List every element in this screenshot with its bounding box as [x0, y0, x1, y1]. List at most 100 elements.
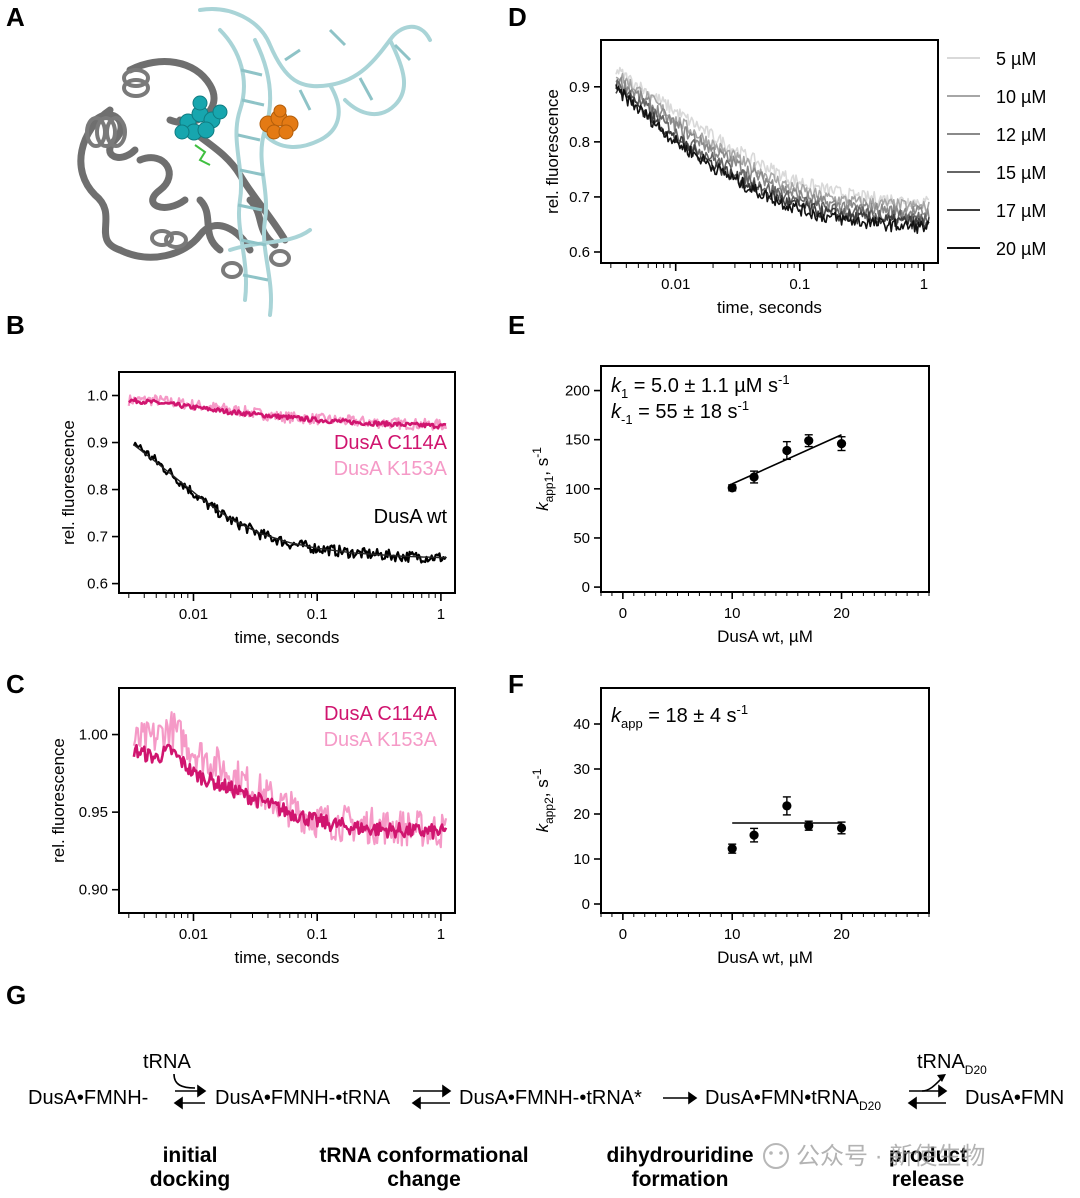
stage-4-line1: product	[889, 1144, 967, 1167]
ligand-green	[194, 144, 211, 166]
y-tick-label: 1.00	[79, 727, 108, 744]
panel-letter-a: A	[6, 2, 25, 32]
legend-label: 17 µM	[996, 201, 1046, 221]
y-tick-label: 0.7	[569, 189, 590, 206]
tRNA-in-arrow	[173, 1073, 196, 1089]
y-tick-label: 0.6	[87, 576, 108, 593]
x-tick-label: 1	[437, 606, 445, 623]
panel-letter-c: C	[6, 669, 25, 699]
x-tick-label: 1	[920, 276, 928, 293]
plot-frame	[600, 39, 939, 264]
y-tick-label: 0.9	[569, 79, 590, 96]
scheme-species-5: DusA•FMN	[965, 1087, 1064, 1109]
x-tick-label: 10	[724, 926, 741, 943]
y-tick-label: 0.95	[79, 804, 108, 821]
x-axis-label: DusA wt, µM	[717, 948, 813, 967]
plot-frame	[600, 365, 930, 593]
plot-frame	[118, 687, 456, 914]
fit-curve-wt	[133, 444, 447, 559]
data-point	[749, 830, 759, 840]
rate-annotation: k1 = 5.0 ± 1.1 µM s-1	[611, 372, 790, 401]
y-axis-label: kapp1, s-1	[530, 447, 556, 511]
chart-panel-d: 0.01 0.1 1 0.6 0.7 0.8 0.9 time, seconds rel. fl…	[543, 39, 1046, 317]
chart-panel-b: 0.01 0.1 1 0.6 0.7 0.8 0.9 1.0 time, seconds rel.…	[59, 371, 456, 647]
equilibrium-arrow-1	[173, 1084, 207, 1110]
x-axis-label: DusA wt, µM	[717, 627, 813, 646]
trace-12-mconcentration	[615, 76, 930, 219]
data-point	[782, 801, 792, 811]
x-tick-label: 0.01	[661, 276, 690, 293]
y-tick-label: 0.6	[569, 244, 590, 261]
species-4-subscript: D20	[859, 1099, 881, 1113]
scheme-tRNA-in: tRNA	[143, 1051, 191, 1073]
stage-2-line1: tRNA conformational	[319, 1144, 528, 1167]
scheme-tRNA-out: tRNAD20	[917, 1051, 987, 1077]
scheme-species-1: DusA•FMNH-	[28, 1087, 148, 1109]
x-tick-label: 0	[619, 605, 627, 622]
reaction-scheme: tRNA DusA•FMNH- DusA•FMNH-•tRNA DusA•FMN…	[28, 1051, 1064, 1191]
label-c114a: DusA C114A	[334, 432, 448, 454]
watermark: 公众号 · 新使生物	[763, 1143, 985, 1170]
trace-dusa-c114a	[128, 397, 447, 430]
y-tick-label: 20	[573, 806, 590, 823]
x-tick-label: 10	[724, 605, 741, 622]
label-wt: DusA wt	[374, 506, 448, 528]
rna-backbone	[198, 7, 432, 317]
y-tick-label: 0.90	[79, 882, 108, 899]
data-point	[782, 445, 792, 456]
tRNA-out-arrowhead	[937, 1074, 946, 1082]
label-k153a: DusA K153A	[334, 458, 448, 480]
y-tick-label: 0	[582, 579, 590, 596]
y-tick-label: 0.8	[87, 482, 108, 499]
equilibrium-arrow-2	[411, 1084, 452, 1110]
protein-rna-structure	[77, 7, 432, 317]
x-tick-label: 20	[833, 605, 850, 622]
y-tick-label: 150	[565, 432, 590, 449]
stage-1-line2: docking	[150, 1168, 231, 1191]
panel-letter-e: E	[508, 310, 525, 340]
y-tick-label: 1.0	[87, 388, 108, 405]
trace-20-mconcentration	[615, 84, 930, 234]
data-point	[836, 439, 847, 449]
equilibrium-arrow-4	[907, 1084, 948, 1110]
y-tick-label: 50	[573, 530, 590, 547]
rate-annotation: kapp = 18 ± 4 s-1	[611, 702, 748, 731]
rna-bases	[237, 28, 412, 282]
legend-label: 5 µM	[996, 49, 1036, 69]
protein-ribbon	[77, 58, 289, 261]
label-k153a: DusA K153A	[324, 729, 438, 751]
stage-4-line2: release	[892, 1168, 964, 1191]
legend-label: 10 µM	[996, 87, 1046, 107]
y-axis-label: rel. fluorescence	[49, 738, 68, 863]
watermark-text: 公众号 · 新使生物	[796, 1143, 985, 1170]
data-point	[727, 483, 737, 493]
scheme-species-4: DusA•FMN•tRNAD20	[705, 1087, 881, 1113]
wechat-icon	[763, 1143, 789, 1169]
x-tick-label: 0.1	[789, 276, 810, 293]
data-point	[749, 472, 759, 482]
forward-arrow-3	[663, 1091, 698, 1105]
x-tick-label: 1	[437, 926, 445, 943]
stage-1-line1: initial	[163, 1144, 218, 1167]
panel-letter-d: D	[508, 2, 527, 32]
y-tick-label: 0	[582, 896, 590, 913]
x-tick-label: 0.1	[307, 926, 328, 943]
panel-letter-b: B	[6, 310, 25, 340]
y-axis-label: rel. fluorescence	[59, 420, 78, 545]
stage-2-line2: change	[387, 1168, 461, 1191]
y-tick-label: 0.7	[87, 529, 108, 546]
y-axis-label: rel. fluorescence	[543, 89, 562, 214]
panel-letter-g: G	[6, 980, 26, 1010]
trace-15-mconcentration	[615, 79, 930, 225]
data-point	[804, 821, 814, 831]
panel-letter-f: F	[508, 669, 524, 699]
legend-label: 15 µM	[996, 163, 1046, 183]
trace-dusa-c114a	[132, 743, 448, 840]
label-c114a: DusA C114A	[324, 703, 438, 725]
y-tick-label: 0.8	[569, 134, 590, 151]
data-point	[836, 823, 847, 833]
x-tick-label: 0.1	[307, 606, 328, 623]
chart-panel-f: 0 10 20 0 10 20 30 40 DusA wt, µM kapp2, s-1 kapp …	[530, 687, 930, 967]
